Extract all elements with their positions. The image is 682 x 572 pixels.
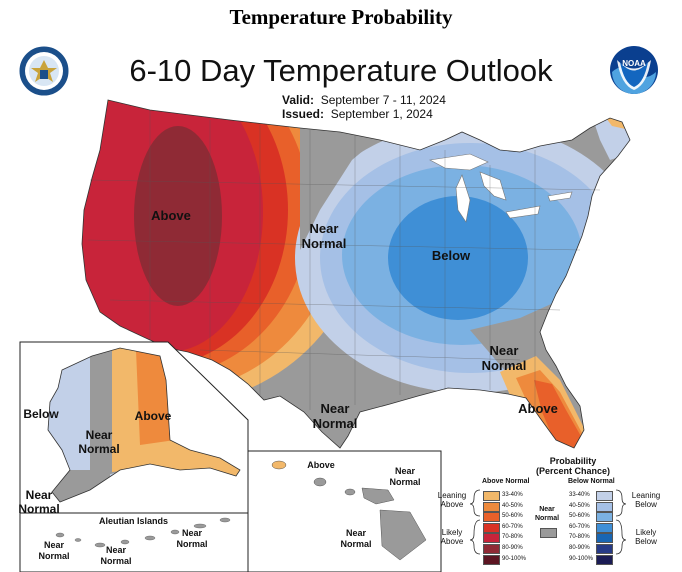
hawaii-inset [247, 450, 442, 572]
legend-below-bin-label: 60-70% [569, 523, 590, 530]
legend-below-bin-label: 33-40% [569, 492, 590, 498]
legend-above-bin-label: 70-80% [502, 534, 523, 541]
legend-below-swatch [596, 554, 613, 565]
aleutian-islands-title: Aleutian Islands [99, 516, 169, 526]
conus-above-florida-label: Above [518, 401, 558, 416]
legend-above-swatch [483, 491, 500, 501]
legend-above-swatch [483, 501, 500, 512]
issued-label: Issued: [282, 107, 325, 121]
legend-right-brackets [615, 489, 626, 555]
legend-above-bin-label: 40-50% [502, 502, 523, 509]
alaska-below-label: Below [23, 407, 59, 421]
hawaii-above-label: Above [307, 460, 335, 470]
legend-below-swatch [596, 533, 613, 544]
hawaii-near-normal-label-2: Near Normal [340, 528, 372, 549]
page-title: Temperature Probability [229, 5, 453, 29]
legend-below-swatch [596, 512, 613, 523]
legend-below-header: Below Normal [568, 478, 615, 485]
commerce-seal-icon [19, 46, 69, 96]
legend-above-swatch [483, 544, 500, 554]
legend-above-bin-label: 50-60% [502, 513, 523, 520]
legend-above-swatch [483, 512, 500, 523]
legend-below-bin-label: 80-90% [569, 545, 590, 551]
legend-below-bin-label: 40-50% [569, 502, 590, 509]
legend-near-normal-label: Near Normal [534, 506, 560, 522]
legend-leaning-above: Leaning Above [437, 491, 467, 509]
legend-below-bin-label: 90-100% [569, 555, 594, 562]
valid-issued-block: Valid: September 7 - 11, 2024 Issued: Se… [282, 93, 446, 121]
legend-below-bin-label: 70-80% [569, 534, 590, 541]
noaa-logo-icon: NOAA [610, 46, 658, 94]
legend-below-swatch [596, 501, 613, 512]
legend-above-header: Above Normal [482, 478, 530, 485]
conus-near-normal-gulf-label: Near Normal [312, 401, 358, 431]
legend-above-bin-label: 60-70% [502, 523, 523, 530]
legend-below-bin-label: 50-60% [569, 513, 590, 520]
hawaii-near-normal-label-1: Near Normal [389, 466, 421, 487]
valid-label: Valid: [282, 93, 315, 107]
legend-above-bin-label: 80-90% [502, 545, 523, 551]
alaska-above-label: Above [134, 409, 172, 423]
svg-text:NOAA: NOAA [622, 59, 646, 68]
main-title: 6-10 Day Temperature Outlook [129, 53, 553, 88]
alaska-near-normal-southwest-label: Near Normal [18, 488, 60, 516]
great-lakes [429, 153, 573, 223]
aleutian-near-normal-label-3: Near Normal [176, 528, 208, 549]
legend-above-bin-label: 33-40% [502, 492, 523, 498]
legend-above-swatch [483, 533, 500, 544]
conus-near-normal-southeast-label: Near Normal [481, 343, 527, 373]
state-borders [87, 110, 601, 410]
aleutian-near-normal-label-1: Near Normal [38, 540, 70, 561]
legend-title: Probability (Percent Chance) [535, 456, 611, 476]
conus-near-normal-west-label: Near Normal [301, 221, 347, 251]
legend-below-swatch [596, 491, 613, 501]
legend-left-brackets [470, 489, 481, 555]
legend-below-swatch [596, 544, 613, 554]
legend-leaning-below: Leaning Below [631, 491, 661, 509]
legend-above-swatch [483, 554, 500, 565]
alaska-near-normal-label: Near Normal [78, 428, 120, 456]
legend-likely-above: Likely Above [440, 528, 464, 546]
conus-below-label: Below [431, 248, 471, 263]
alaska-inset [19, 341, 249, 572]
legend-near-normal-swatch [540, 528, 557, 538]
aleutian-near-normal-label-2: Near Normal [100, 545, 132, 566]
issued-date: September 1, 2024 [330, 107, 433, 121]
legend-below-swatch [596, 522, 613, 533]
conus-above-label: Above [151, 208, 191, 223]
valid-dates: September 7 - 11, 2024 [320, 93, 446, 107]
legend-likely-below: Likely Below [635, 528, 657, 546]
legend-above-swatch [483, 522, 500, 533]
legend-above-bin-label: 90-100% [502, 555, 527, 562]
